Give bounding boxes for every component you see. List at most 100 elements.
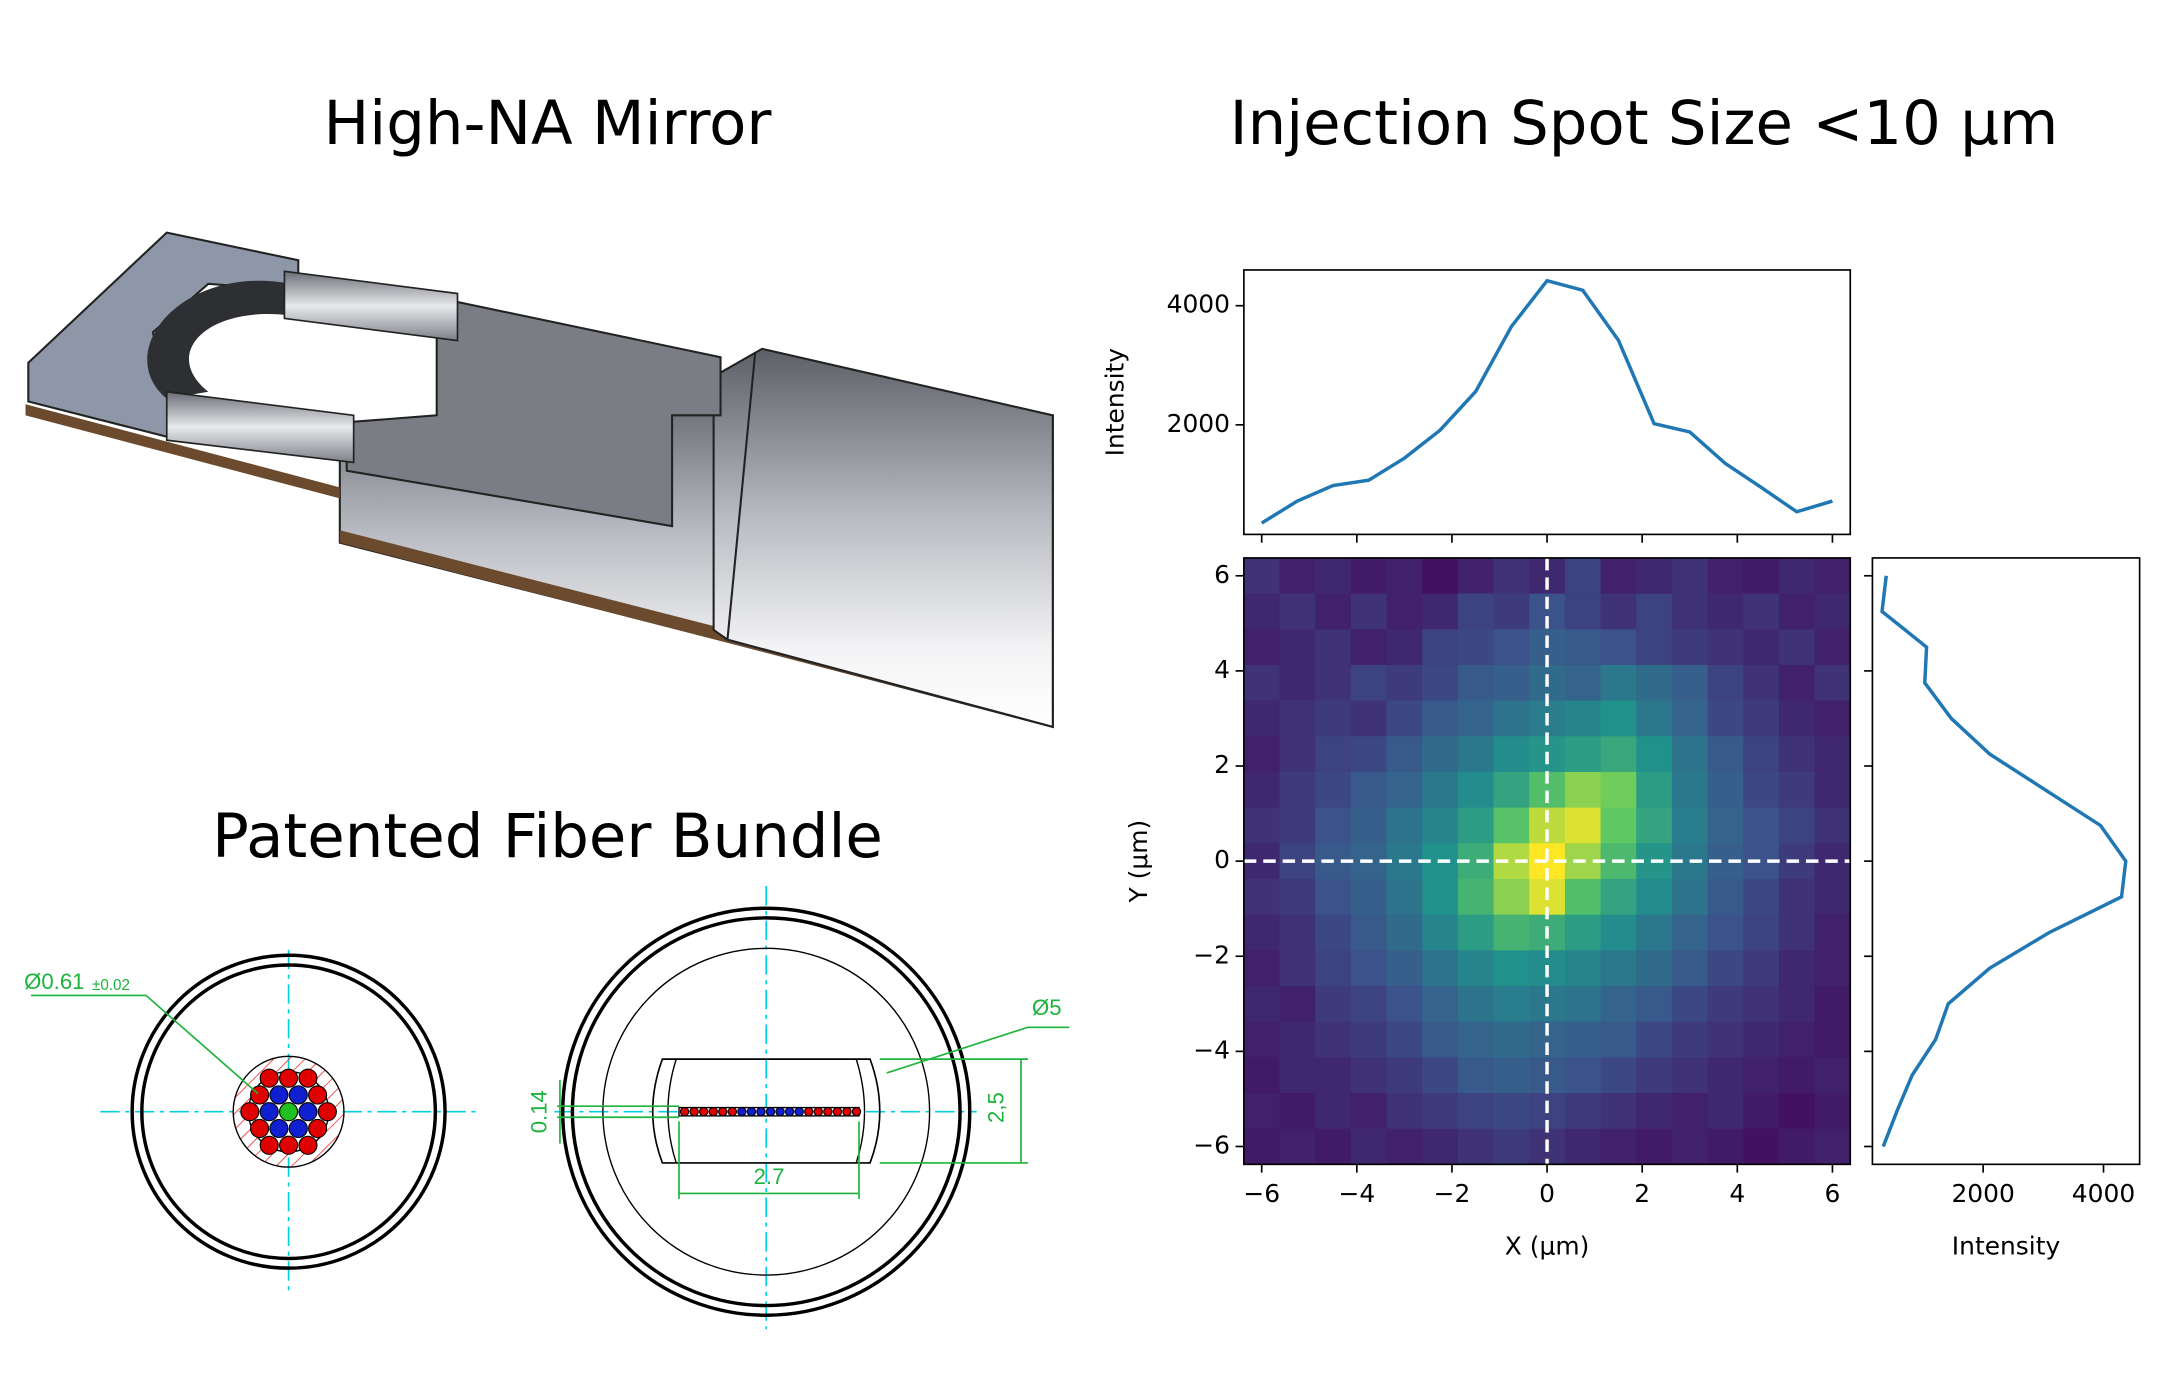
x-axis-label: Intensity	[1952, 1231, 2060, 1260]
heat-cell	[1315, 700, 1352, 737]
heat-cell	[1315, 1128, 1352, 1166]
axes-frame	[1243, 269, 1852, 536]
y-tick-label: 4000	[1167, 290, 1230, 319]
heat-cell	[1636, 1057, 1673, 1094]
heat-cell	[1386, 664, 1423, 702]
y-tick-label: 0	[1214, 845, 1230, 874]
heat-cell	[1315, 950, 1352, 987]
fiber	[765, 1107, 776, 1117]
heat-cell	[1778, 700, 1816, 737]
heat-cell	[1564, 664, 1602, 702]
heat-cell	[1350, 807, 1388, 844]
heat-cell	[1743, 593, 1780, 630]
heat-cell	[1636, 593, 1673, 630]
fiber	[279, 1135, 299, 1155]
y-tick-label: −4	[1193, 1035, 1230, 1064]
heat-cell	[1707, 950, 1744, 987]
heat-cell	[1707, 664, 1744, 702]
heat-cell	[1814, 593, 1851, 630]
y-tick-label: 6	[1214, 560, 1230, 589]
fiber	[832, 1107, 843, 1117]
dimension-label: 0.14	[526, 1090, 551, 1133]
heat-cell	[1671, 1092, 1709, 1130]
fiber	[308, 1118, 328, 1139]
heat-cell	[1350, 593, 1388, 630]
heat-cell	[1707, 878, 1744, 916]
heat-cell	[1422, 985, 1459, 1023]
y-tick-label: −2	[1193, 940, 1230, 969]
heat-cell	[1243, 664, 1281, 702]
heat-cell	[1279, 1021, 1316, 1059]
leader	[31, 994, 259, 1095]
heat-cell	[1707, 1128, 1744, 1166]
heat-cell	[1422, 1057, 1459, 1094]
heat-cell	[1243, 1128, 1281, 1166]
mirror-arch	[147, 280, 292, 399]
heat-cell	[1600, 1021, 1637, 1059]
heat-cell	[1564, 1128, 1602, 1166]
heat-cell	[1493, 771, 1530, 809]
fiber	[269, 1118, 289, 1139]
fiber	[317, 1102, 337, 1122]
heat-cell	[1600, 1128, 1637, 1166]
heat-cell	[1350, 1021, 1388, 1059]
heat-cell	[1493, 629, 1530, 666]
heat-cell	[1814, 629, 1851, 666]
heat-cell	[1386, 557, 1423, 595]
heading: High-NA Mirror	[323, 88, 772, 159]
heat-cell	[1778, 807, 1816, 844]
heat-cell	[1493, 736, 1530, 773]
heat-cell	[1457, 736, 1495, 773]
heat-cell	[1778, 593, 1816, 630]
heat-cell	[1778, 629, 1816, 666]
heat-cell	[1386, 771, 1423, 809]
dimension-label: 2,5	[983, 1092, 1008, 1123]
heat-cell	[1243, 914, 1281, 952]
heat-cell	[1279, 700, 1316, 737]
heat-cell	[1671, 878, 1709, 916]
heat-cell	[1243, 771, 1281, 809]
heat-cell	[1600, 878, 1637, 916]
heat-cell	[1636, 1092, 1673, 1130]
heat-cell	[1422, 950, 1459, 987]
fiber	[746, 1107, 757, 1117]
heat-cell	[1386, 807, 1423, 844]
probe-collar	[712, 347, 1054, 729]
heat-cell	[1386, 914, 1423, 952]
heat-cell	[1707, 1057, 1744, 1094]
heat-cell	[1600, 1092, 1637, 1130]
heat-cell	[1457, 593, 1495, 630]
heat-cell	[1564, 914, 1602, 952]
heat-cell	[1636, 557, 1673, 595]
heat-cell	[1386, 1021, 1423, 1059]
heat-cell	[1814, 557, 1851, 595]
heat-cell	[1350, 700, 1388, 737]
heat-cell	[1350, 629, 1388, 666]
heat-cell	[1743, 914, 1780, 952]
heat-cell	[1743, 557, 1780, 595]
fiber	[689, 1107, 699, 1117]
heat-cell	[1564, 557, 1602, 595]
heat-cell	[1636, 1021, 1673, 1059]
fiber	[698, 1107, 709, 1117]
fiber	[269, 1085, 289, 1105]
leader	[886, 1026, 1070, 1074]
fiber	[775, 1107, 785, 1117]
heat-cell	[1279, 985, 1316, 1023]
heat-cell	[1243, 1092, 1281, 1130]
heat-cell	[1350, 771, 1388, 809]
heat-cell	[1778, 664, 1816, 702]
x-tick-label: −6	[1243, 1179, 1280, 1208]
heat-cell	[1493, 557, 1530, 595]
heat-cell	[1315, 914, 1352, 952]
heat-cell	[1315, 736, 1352, 773]
line-series	[1880, 575, 2128, 1148]
heat-cell	[1457, 771, 1495, 809]
heat-cell	[1457, 985, 1495, 1023]
outline	[570, 916, 962, 1308]
heat-cell	[1600, 950, 1637, 987]
heat-cell	[1315, 629, 1352, 666]
heat-cell	[1707, 629, 1744, 666]
fiber	[784, 1107, 795, 1117]
